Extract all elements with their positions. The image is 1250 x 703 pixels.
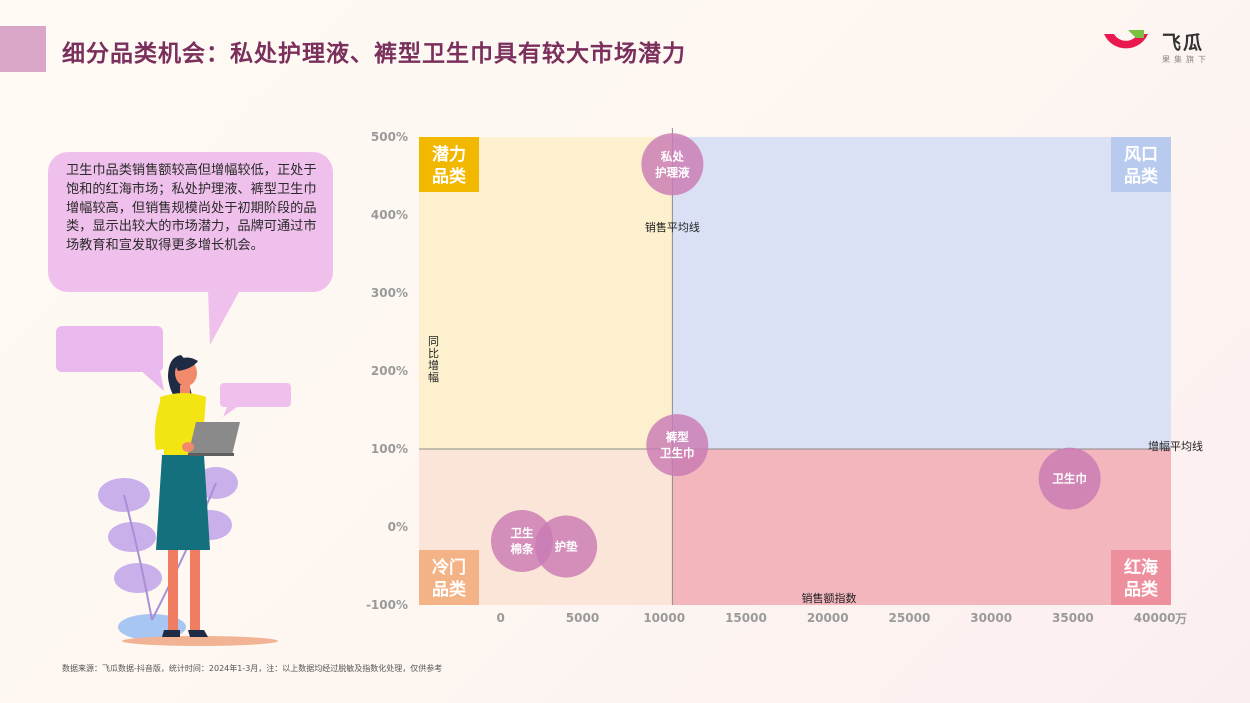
small-bubble-left bbox=[56, 326, 163, 372]
x-tick-label: 40000 bbox=[1134, 611, 1176, 625]
svg-text:私处: 私处 bbox=[661, 149, 684, 163]
bubble-point: 护垫 bbox=[535, 515, 598, 578]
y-axis-title: 同比增幅 bbox=[428, 335, 439, 384]
bubble-point: 卫生巾 bbox=[1038, 447, 1101, 510]
x-tick-label: 0 bbox=[497, 611, 505, 625]
x-tick-label: 15000 bbox=[725, 611, 767, 625]
quadrant-wind-area bbox=[672, 137, 1171, 449]
source-footnote: 数据来源：飞瓜数据-抖音版，统计时间：2024年1-3月，注：以上数据均经过脱敏… bbox=[62, 664, 443, 673]
svg-text:潜力: 潜力 bbox=[432, 144, 466, 165]
svg-text:红海: 红海 bbox=[1124, 557, 1158, 578]
svg-text:品类: 品类 bbox=[1124, 579, 1159, 600]
svg-text:冷门: 冷门 bbox=[432, 557, 466, 578]
page-title: 细分品类机会：私处护理液、裤型卫生巾具有较大市场潜力 bbox=[62, 41, 686, 67]
y-tick-label: 400% bbox=[371, 208, 408, 222]
title-accent-bar bbox=[0, 26, 46, 72]
growth-average-label: 增幅平均线 bbox=[1148, 439, 1203, 453]
logo-name: 飞瓜 bbox=[1162, 32, 1205, 54]
x-axis-unit: 万 bbox=[1174, 612, 1187, 626]
svg-text:裤型: 裤型 bbox=[665, 430, 689, 444]
sales-average-label: 销售平均线 bbox=[645, 220, 700, 234]
y-tick-label: 200% bbox=[371, 364, 408, 378]
insight-callout-text: 卫生巾品类销售额较高但增幅较低，正处于饱和的红海市场；私处护理液、裤型卫生巾增幅… bbox=[66, 163, 317, 254]
bubble-point: 私处护理液 bbox=[641, 133, 704, 196]
svg-text:品类: 品类 bbox=[432, 579, 467, 600]
svg-text:卫生巾: 卫生巾 bbox=[660, 446, 695, 460]
svg-text:风口: 风口 bbox=[1124, 145, 1158, 165]
x-tick-label: 25000 bbox=[889, 611, 931, 625]
small-bubble-right bbox=[220, 383, 291, 407]
y-tick-label: 100% bbox=[371, 442, 408, 456]
x-tick-label: 20000 bbox=[807, 611, 849, 625]
y-tick-label: 300% bbox=[371, 286, 408, 300]
y-tick-label: 500% bbox=[371, 130, 408, 144]
svg-text:品类: 品类 bbox=[432, 166, 467, 187]
x-tick-label: 5000 bbox=[566, 611, 599, 625]
bubble-point: 裤型卫生巾 bbox=[646, 414, 709, 477]
svg-text:卫生: 卫生 bbox=[510, 526, 533, 540]
svg-text:棉条: 棉条 bbox=[510, 542, 533, 556]
svg-text:品类: 品类 bbox=[1124, 166, 1159, 187]
logo-subtitle: 果集旗下 bbox=[1162, 55, 1210, 64]
callout-tail bbox=[208, 290, 240, 345]
woman-with-laptop-icon bbox=[154, 355, 240, 637]
y-tick-label: -100% bbox=[366, 598, 408, 612]
y-tick-label: 0% bbox=[388, 520, 408, 534]
svg-text:护垫: 护垫 bbox=[555, 540, 578, 554]
svg-text:卫生巾: 卫生巾 bbox=[1052, 472, 1087, 486]
floor-shadow bbox=[122, 636, 278, 646]
logo-mark-icon bbox=[1104, 30, 1148, 49]
x-tick-label: 30000 bbox=[970, 611, 1012, 625]
x-axis-title: 销售额指数 bbox=[802, 591, 857, 605]
x-tick-label: 10000 bbox=[643, 611, 685, 625]
brand-logo: 飞瓜 果集旗下 bbox=[1100, 24, 1225, 68]
x-tick-label: 35000 bbox=[1052, 611, 1094, 625]
svg-text:护理液: 护理液 bbox=[655, 165, 690, 179]
illustration bbox=[56, 290, 291, 646]
insight-callout: 卫生巾品类销售额较高但增幅较低，正处于饱和的红海市场；私处护理液、裤型卫生巾增幅… bbox=[48, 152, 333, 292]
